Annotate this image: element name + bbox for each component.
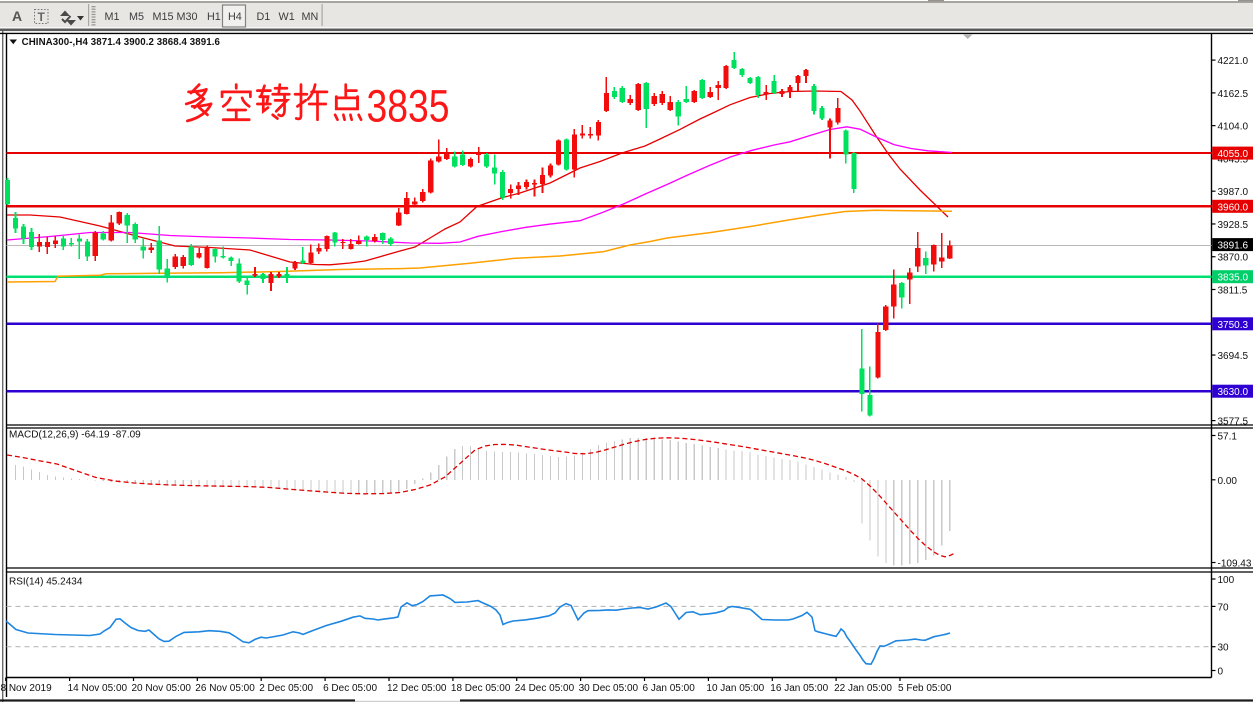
svg-text:CHINA300-,H4 3871.4 3900.2 38: CHINA300-,H4 3871.4 3900.2 3868.4 3891.6	[22, 37, 221, 48]
svg-text:3577.5: 3577.5	[1218, 417, 1249, 428]
svg-text:70: 70	[1218, 602, 1230, 613]
svg-text:-109.43: -109.43	[1218, 559, 1252, 570]
svg-text:3987.0: 3987.0	[1218, 187, 1249, 198]
svg-text:4045.5: 4045.5	[1218, 154, 1249, 165]
svg-text:2 Dec 05:00: 2 Dec 05:00	[259, 683, 313, 694]
svg-text:4055.0: 4055.0	[1218, 149, 1249, 160]
svg-text:M1: M1	[105, 11, 120, 23]
svg-text:30: 30	[1218, 643, 1230, 654]
svg-text:20 Nov 05:00: 20 Nov 05:00	[132, 683, 192, 694]
svg-text:12 Dec 05:00: 12 Dec 05:00	[387, 683, 447, 694]
svg-text:3750.3: 3750.3	[1218, 320, 1249, 331]
svg-text:MN: MN	[302, 11, 319, 23]
svg-text:8 Nov 2019: 8 Nov 2019	[1, 683, 53, 694]
svg-text:30 Dec 05:00: 30 Dec 05:00	[579, 683, 639, 694]
svg-text:3630.0: 3630.0	[1218, 387, 1249, 398]
svg-text:H1: H1	[207, 11, 221, 23]
svg-text:3835.0: 3835.0	[1218, 273, 1249, 284]
svg-text:W1: W1	[279, 11, 295, 23]
svg-text:0: 0	[1218, 667, 1224, 678]
svg-text:M5: M5	[129, 11, 144, 23]
svg-text:3694.5: 3694.5	[1218, 351, 1249, 362]
svg-text:4104.0: 4104.0	[1218, 122, 1249, 133]
svg-text:6 Dec 05:00: 6 Dec 05:00	[323, 683, 377, 694]
svg-text:T: T	[38, 10, 46, 24]
svg-text:MACD(12,26,9) -64.19 -87.09: MACD(12,26,9) -64.19 -87.09	[9, 430, 141, 441]
svg-text:0.00: 0.00	[1218, 476, 1238, 487]
svg-text:14 Nov 05:00: 14 Nov 05:00	[68, 683, 128, 694]
svg-text:22 Jan 05:00: 22 Jan 05:00	[834, 683, 892, 694]
svg-text:16 Jan 05:00: 16 Jan 05:00	[770, 683, 828, 694]
svg-text:26 Nov 05:00: 26 Nov 05:00	[195, 683, 255, 694]
svg-text:10 Jan 05:00: 10 Jan 05:00	[706, 683, 764, 694]
svg-text:57.1: 57.1	[1218, 432, 1238, 443]
svg-text:A: A	[12, 8, 22, 24]
svg-text:4162.5: 4162.5	[1218, 89, 1249, 100]
svg-text:24 Dec 05:00: 24 Dec 05:00	[515, 683, 575, 694]
svg-text:3870.0: 3870.0	[1218, 253, 1249, 264]
svg-text:RSI(14) 45.2434: RSI(14) 45.2434	[9, 577, 83, 588]
svg-text:D1: D1	[257, 11, 271, 23]
svg-text:M30: M30	[177, 11, 198, 23]
svg-text:6 Jan 05:00: 6 Jan 05:00	[643, 683, 696, 694]
svg-text:18 Dec 05:00: 18 Dec 05:00	[451, 683, 511, 694]
svg-text:3835: 3835	[367, 80, 450, 131]
svg-text:3928.5: 3928.5	[1218, 220, 1249, 231]
svg-text:H4: H4	[228, 11, 242, 23]
svg-text:3811.5: 3811.5	[1218, 286, 1248, 297]
svg-text:M15: M15	[153, 11, 174, 23]
svg-text:3960.0: 3960.0	[1218, 202, 1249, 213]
svg-text:5 Feb 05:00: 5 Feb 05:00	[898, 683, 952, 694]
svg-text:3891.6: 3891.6	[1218, 241, 1249, 252]
svg-text:4221.0: 4221.0	[1218, 56, 1249, 67]
svg-text:100: 100	[1218, 575, 1235, 586]
